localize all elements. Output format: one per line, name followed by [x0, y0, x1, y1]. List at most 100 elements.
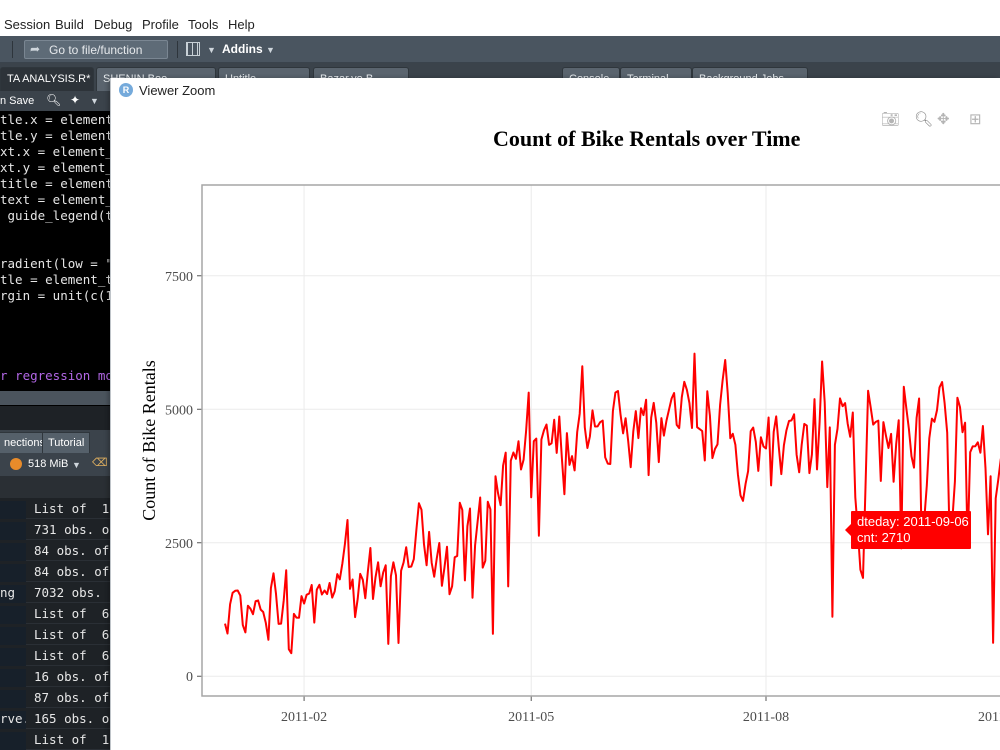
code-comment-line: r regression mod: [0, 368, 110, 383]
broom-icon[interactable]: ⌫: [92, 457, 108, 469]
code-line: guide_legend(ti: [0, 208, 110, 223]
environment-row[interactable]: List of 6: [0, 645, 110, 666]
toolbar-divider: [177, 41, 178, 58]
goto-placeholder: Go to file/function: [49, 43, 143, 57]
environment-row-name: [0, 690, 26, 708]
memory-usage[interactable]: 518 MiB: [28, 458, 69, 470]
environment-row-name: [0, 648, 26, 666]
code-line: text = element_t: [0, 192, 110, 207]
environment-row-name: [0, 522, 26, 540]
environment-row-value: List of 6: [34, 627, 110, 642]
menubar: Session Build Debug Profile Tools Help: [0, 14, 1000, 36]
main-toolbar: ➦ Go to file/function ▼ Addins ▼: [0, 36, 1000, 63]
plot-title: Count of Bike Rentals over Time: [493, 126, 801, 151]
x-tick-label: 2011-02: [281, 710, 327, 725]
toolbar-divider: [12, 41, 13, 58]
menu-debug[interactable]: Debug: [94, 17, 133, 32]
environment-row-value: List of 1: [34, 732, 110, 747]
hover-tooltip: dteday: 2011-09-06 cnt: 2710: [845, 511, 971, 549]
addins-button[interactable]: Addins ▼: [222, 42, 275, 56]
tab-analysis-script[interactable]: TA ANALYSIS.R* ×: [0, 67, 94, 91]
environment-row[interactable]: List of 6: [0, 624, 110, 645]
x-tick-label: 2011-11: [978, 710, 1000, 725]
y-tick-label: 5000: [165, 403, 193, 418]
pane-layout-icon[interactable]: [186, 42, 200, 56]
environment-row-value: 84 obs. of: [34, 543, 110, 558]
environment-row-value: 731 obs. o: [34, 522, 110, 537]
environment-row[interactable]: 84 obs. of: [0, 561, 110, 582]
environment-row[interactable]: 84 obs. of: [0, 540, 110, 561]
hover-date: dteday: 2011-09-06: [857, 514, 969, 529]
environment-row-name: [0, 627, 26, 645]
chevron-down-icon[interactable]: ▼: [72, 460, 81, 470]
code-line: tle.x = element_: [0, 112, 110, 127]
environment-row[interactable]: List of 1: [0, 729, 110, 750]
camera-icon[interactable]: 📷︎: [881, 111, 901, 128]
environment-row[interactable]: 87 obs. of: [0, 687, 110, 708]
environment-row[interactable]: ng 7032 obs.: [0, 582, 110, 603]
left-panel: n Save 🔍︎ ✦ ▼ tle.x = element_ tle.y = e…: [0, 91, 110, 750]
close-icon[interactable]: ×: [93, 73, 94, 85]
pane-splitter[interactable]: [0, 391, 110, 405]
tab-label: TA ANALYSIS.R*: [7, 73, 91, 85]
y-tick-label: 0: [186, 670, 193, 685]
menu-tools[interactable]: Tools: [188, 17, 219, 32]
plotly-modebar: 📷︎ 🔍︎ ✥ ⊞: [881, 110, 1000, 128]
environment-row-value: 87 obs. of: [34, 690, 110, 705]
chevron-down-icon[interactable]: ▼: [207, 45, 216, 55]
search-icon[interactable]: 🔍︎: [46, 93, 62, 107]
environment-row-value: List of 6: [34, 648, 110, 663]
goto-arrow-icon: ➦: [30, 42, 41, 56]
environment-row-value: List of 6: [34, 606, 110, 621]
code-line: title = element_: [0, 176, 110, 191]
magic-wand-icon[interactable]: ✦: [70, 93, 81, 107]
environment-row-name: rve.: [0, 711, 26, 729]
environment-row[interactable]: List of 6: [0, 603, 110, 624]
menu-profile[interactable]: Profile: [142, 17, 179, 32]
menu-help[interactable]: Help: [228, 17, 255, 32]
code-line: xt.x = element_t: [0, 144, 110, 159]
code-line: rgin = unit(c(1,: [0, 288, 110, 303]
panel-border: [201, 184, 1000, 697]
environment-row-value: List of 1: [34, 501, 110, 516]
series-line[interactable]: [224, 352, 1000, 655]
tab-tutorial[interactable]: Tutorial: [42, 432, 91, 453]
environment-row-name: [0, 732, 26, 750]
editor-toolbar: n Save 🔍︎ ✦ ▼: [0, 91, 110, 111]
environment-row-name: [0, 543, 26, 561]
environment-toolbar: 518 MiB ▼ ⌫: [0, 453, 110, 476]
menu-build[interactable]: Build: [55, 17, 84, 32]
environment-row[interactable]: 731 obs. o: [0, 519, 110, 540]
environment-row[interactable]: rve. 165 obs. o: [0, 708, 110, 729]
chevron-down-icon[interactable]: ▼: [90, 96, 99, 106]
goto-file-input[interactable]: ➦ Go to file/function: [24, 40, 168, 59]
x-tick-label: 2011-05: [508, 710, 554, 725]
environment-row-name: ng: [0, 585, 26, 603]
y-axis-label: Count of Bike Rentals: [139, 360, 159, 521]
menu-session[interactable]: Session: [4, 17, 51, 32]
environment-row-name: [0, 501, 26, 519]
zoom-icon[interactable]: 🔍︎: [914, 111, 934, 128]
hover-count: cnt: 2710: [857, 530, 911, 545]
memory-pie-icon[interactable]: [10, 458, 22, 470]
zoom-in-icon[interactable]: ⊞: [969, 111, 982, 128]
environment-row-value: 7032 obs.: [34, 585, 110, 600]
environment-row-name: [0, 669, 26, 687]
code-editor[interactable]: tle.x = element_ tle.y = element_ xt.x =…: [0, 111, 110, 406]
environment-row-value: 84 obs. of: [34, 564, 110, 579]
y-tick-label: 7500: [165, 270, 193, 285]
pan-icon[interactable]: ✥: [937, 111, 950, 128]
addins-label: Addins: [222, 42, 263, 56]
environment-row[interactable]: List of 1: [0, 498, 110, 519]
environment-row-value: 16 obs. of: [34, 669, 110, 684]
viewer-titlebar[interactable]: R Viewer Zoom: [111, 78, 1000, 102]
plot-area[interactable]: 0 2500 5000 7500 2011-02 2011-05 2011-08 2011-1…: [111, 78, 1000, 750]
code-line: radient(low = ": [0, 256, 110, 271]
environment-row-name: [0, 606, 26, 624]
environment-row-name: [0, 564, 26, 582]
environment-row[interactable]: 16 obs. of: [0, 666, 110, 687]
code-line: tle = element_te: [0, 272, 110, 287]
environment-tabs: nections Tutorial: [0, 430, 110, 453]
r-logo-icon: R: [119, 83, 133, 97]
save-button[interactable]: n Save: [0, 95, 35, 107]
